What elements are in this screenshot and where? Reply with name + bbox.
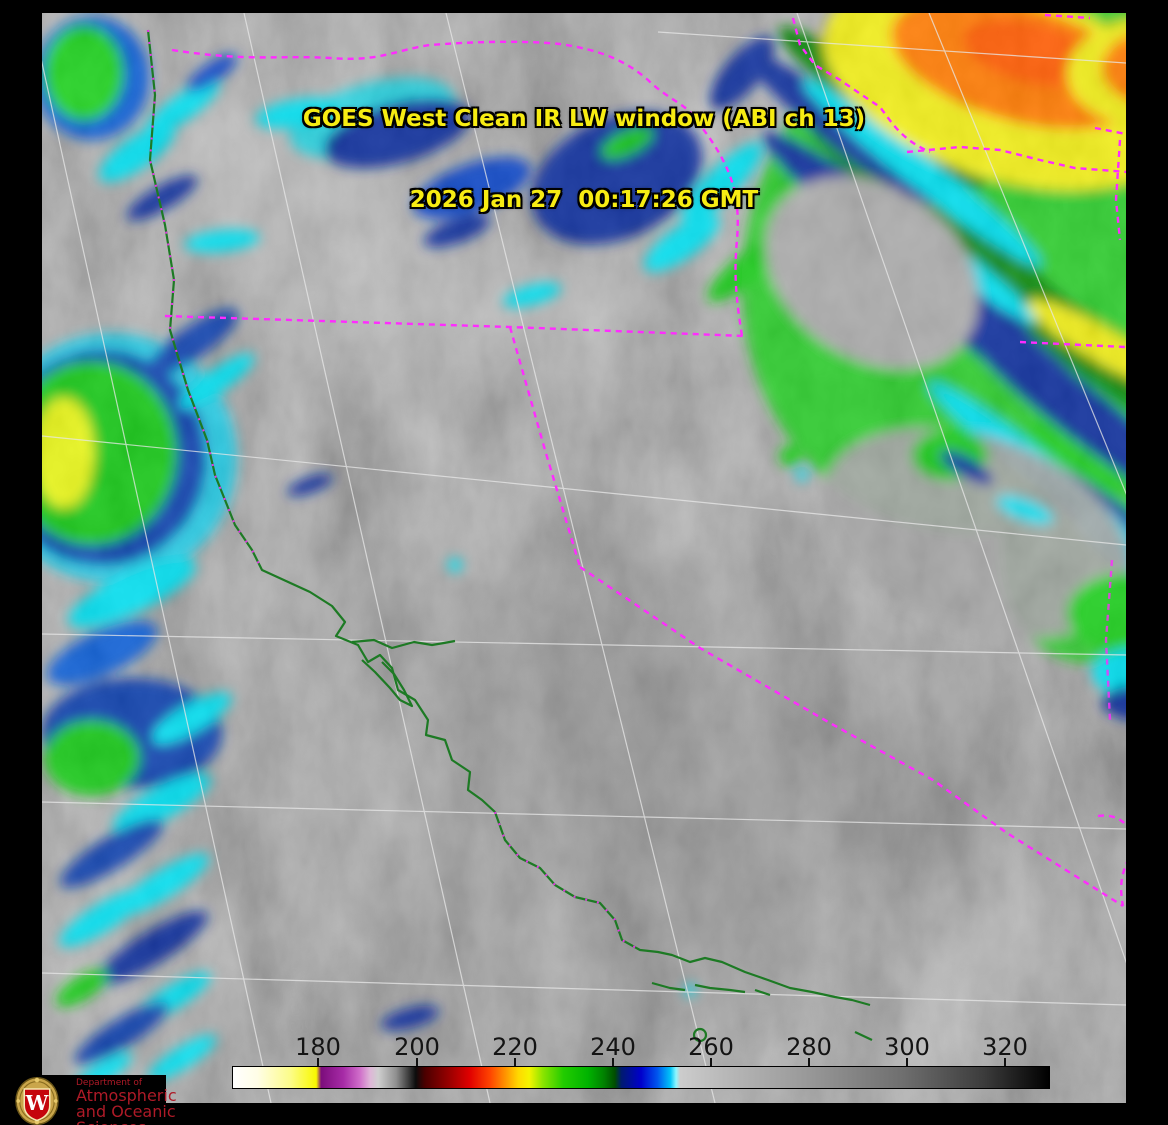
colorbar-label: 320 [982,1033,1028,1061]
uw-aos-logo: W Department of Atmospheric and Oceanic … [0,1075,177,1125]
product-timestamp: 2026 Jan 27 00:17:26 GMT [409,187,759,213]
colorbar-label: 200 [394,1033,440,1061]
logo-dept-line1: Atmospheric [76,1086,177,1105]
colorbar-tick [514,1058,516,1066]
colorbar-label: 180 [295,1033,341,1061]
graticule [42,13,1126,1103]
colorbar-label: 260 [688,1033,734,1061]
colorbar-tick [808,1058,810,1066]
colorbar-tick [710,1058,712,1066]
colorbar-label: 280 [786,1033,832,1061]
state-boundaries [147,13,1126,951]
temperature-colorbar [232,1066,1050,1089]
colorbar-tick [1004,1058,1006,1066]
uw-crest-icon: W [15,1077,59,1125]
logo-dept-prefix: Department of [76,1078,142,1088]
product-title: GOES West Clean IR LW window (ABI ch 13) [302,106,866,132]
coastline [146,29,958,1082]
product-title-block: GOES West Clean IR LW window (ABI ch 13)… [0,52,1168,268]
colorbar-label: 300 [884,1033,930,1061]
satellite-image [42,13,1126,1103]
colorbar-tick [416,1058,418,1066]
colorbar-label: 240 [590,1033,636,1061]
uw-monogram: W [25,1091,49,1115]
colorbar-tick [317,1058,319,1066]
logo-text-block: Department of Atmospheric and Oceanic Sc… [76,1078,177,1125]
cloud-texture-overlay [42,13,1126,1103]
logo-dept-line2: and Oceanic Sciences [76,1102,176,1125]
colorbar-tick [612,1058,614,1066]
colorbar-label: 220 [492,1033,538,1061]
colorbar-tick [906,1058,908,1066]
